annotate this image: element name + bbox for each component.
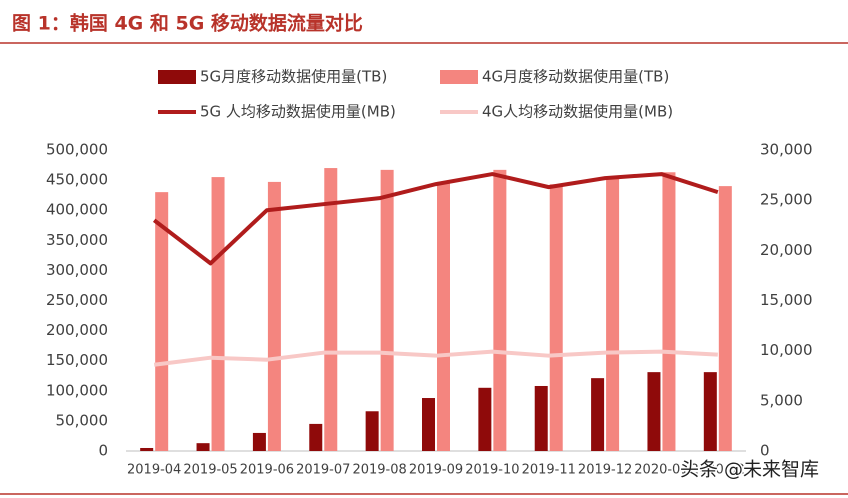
y-tick-label: 150,000 — [46, 351, 108, 369]
x-tick-label: 2019-05 — [183, 463, 237, 478]
y-tick-label: 350,000 — [46, 231, 108, 249]
x-tick-label: 2019-11 — [522, 463, 576, 478]
legend-label: 4G人均移动数据使用量(MB) — [482, 103, 673, 121]
y-tick-label: 450,000 — [46, 171, 108, 189]
bar — [718, 186, 732, 451]
y-tick-label: 500,000 — [46, 141, 108, 159]
bar — [380, 169, 394, 451]
bar — [365, 411, 379, 451]
y-tick-label: 0 — [98, 442, 108, 460]
x-tick-label: 2020-02 — [691, 463, 745, 478]
line-series — [153, 349, 718, 367]
bar — [647, 372, 661, 451]
bar — [155, 192, 169, 451]
legend-swatch — [440, 70, 478, 84]
watermark: 头条 @未来智库 — [680, 459, 819, 481]
y2-tick-label: 10,000 — [760, 341, 813, 359]
y2-tick-label: 0 — [760, 442, 770, 460]
y-tick-label: 400,000 — [46, 201, 108, 219]
bar — [252, 432, 266, 451]
bar — [534, 385, 548, 451]
legend-label: 5G 人均移动数据使用量(MB) — [200, 103, 396, 121]
bar — [606, 178, 620, 451]
x-tick-label: 2019-06 — [240, 463, 294, 478]
x-tick-label: 2019-12 — [578, 463, 632, 478]
y2-tick-label: 30,000 — [760, 141, 813, 159]
y-tick-label: 200,000 — [46, 321, 108, 339]
x-tick-label: 2020-01 — [634, 463, 688, 478]
bar — [422, 398, 435, 451]
bar — [493, 169, 507, 451]
bar — [591, 378, 605, 451]
bar — [324, 168, 338, 451]
bar — [211, 177, 225, 451]
y-tick-label: 250,000 — [46, 291, 108, 309]
legend-swatch — [158, 70, 196, 84]
y2-tick-label: 20,000 — [760, 241, 813, 259]
x-tick-label: 2019-04 — [127, 463, 181, 478]
x-tick-label: 2019-07 — [296, 463, 350, 478]
bar — [549, 184, 563, 451]
bar — [140, 447, 154, 451]
legend-label: 5G月度移动数据使用量(TB) — [200, 68, 387, 86]
bar — [309, 423, 323, 451]
x-tick-label: 2019-10 — [465, 463, 519, 478]
legend-label: 4G月度移动数据使用量(TB) — [482, 68, 669, 86]
bar — [267, 181, 281, 451]
y-tick-label: 50,000 — [56, 411, 109, 429]
bar — [196, 443, 210, 451]
bar — [437, 181, 450, 451]
y-tick-label: 100,000 — [46, 381, 108, 399]
bar — [662, 172, 676, 452]
y2-tick-label: 15,000 — [760, 291, 813, 309]
y2-tick-label: 5,000 — [760, 391, 803, 409]
y2-tick-label: 25,000 — [760, 191, 813, 209]
bar — [478, 387, 492, 451]
x-tick-label: 2019-08 — [352, 463, 406, 478]
line-series — [152, 172, 719, 266]
y-tick-label: 300,000 — [46, 261, 108, 279]
bar — [703, 372, 717, 451]
x-tick-label: 2019-09 — [409, 463, 463, 478]
chart-title: 图 1：韩国 4G 和 5G 移动数据流量对比 — [12, 12, 363, 35]
